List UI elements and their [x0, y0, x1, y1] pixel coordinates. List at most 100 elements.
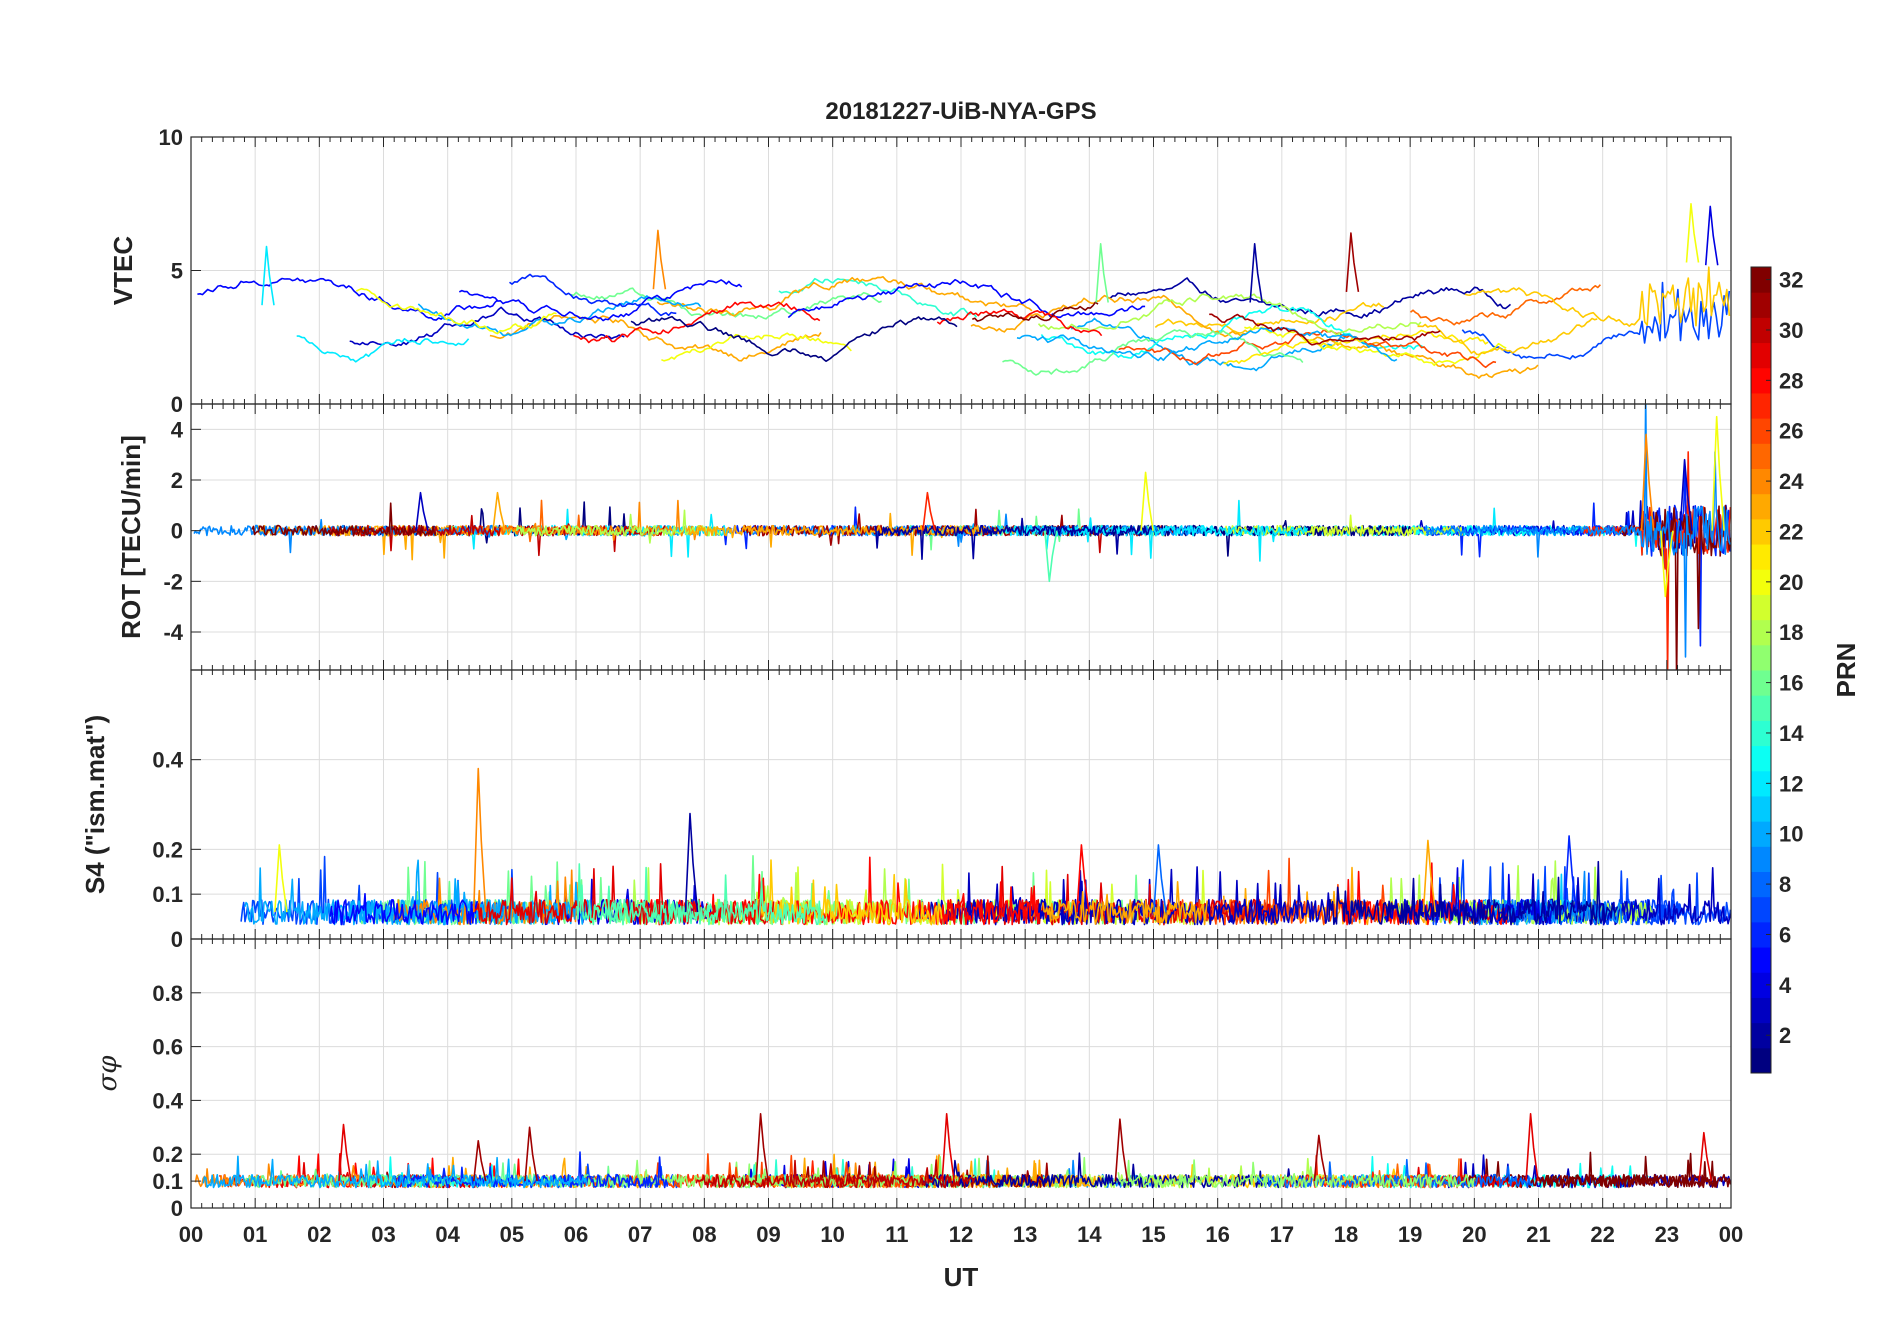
satellite-trace [515, 509, 722, 544]
x-tick-label: 02 [307, 1222, 331, 1247]
satellite-trace [970, 294, 1246, 338]
colorbar-swatch [1751, 443, 1771, 469]
peak-mark [261, 245, 275, 306]
peak-mark [1153, 844, 1167, 913]
x-tick-label: 09 [756, 1222, 780, 1247]
colorbar-swatch [1751, 317, 1771, 344]
x-tick-label: 01 [243, 1222, 267, 1247]
y-tick-label: 0.2 [152, 1142, 183, 1167]
y-tick-label: 10 [159, 125, 183, 150]
traces-rot [193, 404, 1731, 670]
x-tick-label: 11 [885, 1222, 908, 1247]
colorbar-swatch [1751, 342, 1771, 369]
peak-mark [1422, 839, 1437, 913]
peak-mark [524, 1126, 538, 1182]
satellite-trace [573, 301, 821, 344]
x-tick-label: 03 [371, 1222, 395, 1247]
satellite-trace [1223, 329, 1489, 365]
satellite-trace [1618, 504, 1731, 670]
x-tick-label: 21 [1526, 1222, 1550, 1247]
x-tick-label: 23 [1655, 1222, 1679, 1247]
satellite-trace [328, 514, 501, 552]
peak-mark [1345, 232, 1360, 293]
satellite-trace [1244, 326, 1507, 367]
satellite-trace [1461, 281, 1731, 360]
x-tick-label: 06 [564, 1222, 588, 1247]
satellite-trace [656, 275, 1033, 317]
peak-mark [1313, 1134, 1328, 1182]
x-tick-label: 00 [179, 1222, 203, 1247]
colorbar-swatch [1751, 821, 1771, 847]
panel-sigma: 00.10.2 0.4 0.6 0.8 σφ [93, 938, 1732, 1221]
panel-rot: -4 -2 0 2 4 ROT [TECU/min] [116, 403, 1732, 671]
satellite-trace [972, 301, 1099, 322]
satellite-trace [1424, 404, 1731, 658]
y-axis-label-rot: ROT [TECU/min] [116, 435, 146, 639]
peak-mark [1711, 415, 1725, 531]
x-tick-label: 00 [1719, 1222, 1743, 1247]
y-axis-label-vtec: VTEC [108, 236, 138, 306]
satellite-trace [251, 502, 437, 537]
y-tick-label: 0.1 [152, 1169, 183, 1194]
colorbar-swatch [1751, 468, 1771, 495]
satellite-trace [1037, 293, 1422, 336]
x-tick-label: 04 [435, 1222, 460, 1247]
satellite-trace [197, 277, 499, 321]
satellite-trace [1328, 860, 1619, 926]
satellite-trace [1117, 1159, 1476, 1189]
colorbar-tick-label: 28 [1779, 368, 1803, 393]
satellite-trace [873, 517, 1154, 561]
colorbar-tick-label: 18 [1779, 620, 1803, 645]
peak-mark [1704, 205, 1719, 266]
colorbar-frame [1750, 266, 1772, 1074]
colorbar-swatch [1751, 871, 1771, 898]
colorbar-swatch [1751, 846, 1771, 872]
peak-mark [415, 491, 429, 531]
traces-s4 [240, 767, 1731, 926]
satellite-trace [576, 863, 826, 926]
colorbar-tick-label: 32 [1779, 268, 1803, 293]
satellite-trace [1042, 880, 1208, 926]
peak-mark [1679, 458, 1693, 531]
y-tick-label: 0.2 [152, 837, 183, 862]
peak-mark [1095, 243, 1109, 303]
colorbar-swatch [1751, 972, 1771, 998]
satellite-trace [778, 277, 978, 318]
peak-mark [338, 1123, 352, 1182]
x-tick-label: 05 [500, 1222, 524, 1247]
satellite-trace [193, 518, 501, 554]
satellite-trace [1582, 451, 1731, 670]
satellite-trace [686, 512, 1015, 557]
x-axis-label: UT [944, 1262, 979, 1292]
peak-mark [1249, 243, 1263, 303]
satellite-trace [329, 892, 479, 926]
colorbar-tick-label: 4 [1779, 973, 1792, 998]
chart-title: 20181227-UiB-NYA-GPS [825, 98, 1096, 125]
colorbar-swatch [1751, 594, 1771, 621]
colorbar-tick-label: 30 [1779, 318, 1803, 343]
satellite-trace [296, 335, 470, 363]
satellite-trace [1541, 1151, 1719, 1189]
satellite-trace [695, 1159, 976, 1189]
colorbar-swatch [1751, 896, 1771, 923]
y-tick-label: 0 [171, 927, 183, 952]
x-tick-label: 18 [1334, 1222, 1358, 1247]
y-axis-label-s4: S4 ("ism.mat") [80, 715, 110, 894]
colorbar-swatch [1751, 644, 1771, 671]
peak-mark [472, 767, 487, 913]
peak-mark [652, 229, 667, 290]
peak-mark [1140, 471, 1154, 531]
panel-s4: 0 0.1 0.2 0.4 S4 ("ism.mat") [80, 669, 1732, 952]
colorbar-tick-label: 22 [1779, 519, 1803, 544]
colorbar-tick-label: 26 [1779, 419, 1803, 444]
satellite-trace [787, 278, 1146, 319]
satellite-trace [922, 1152, 1309, 1189]
colorbar-tick-label: 10 [1779, 822, 1803, 847]
colorbar-tick-label: 20 [1779, 570, 1803, 595]
x-tick-label: 08 [692, 1222, 716, 1247]
x-tick-labels: 00 01 02 03 04 05 06 07 08 09 10 11 12 13 14 15 16 17 18 19… [179, 1222, 1743, 1247]
peak-mark [1685, 203, 1700, 263]
x-tick-label: 19 [1398, 1222, 1422, 1247]
peak-mark [1563, 835, 1578, 913]
